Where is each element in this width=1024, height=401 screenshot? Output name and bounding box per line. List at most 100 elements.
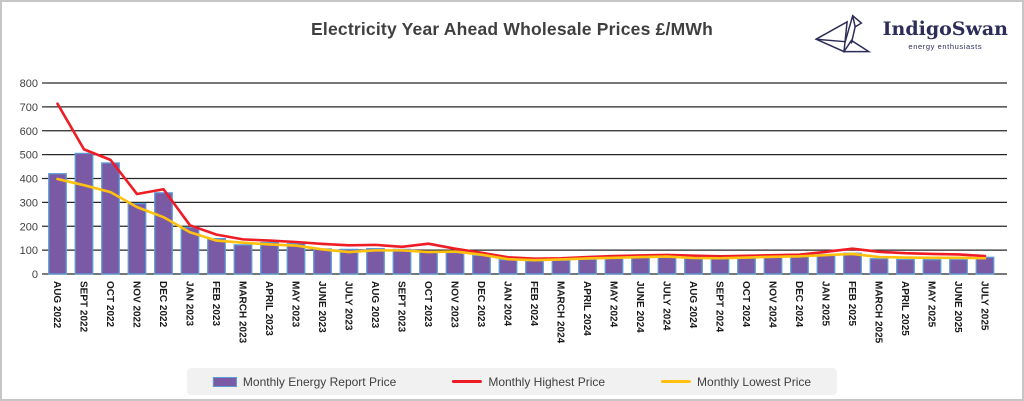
x-axis-label: JUNE 2023 (316, 281, 327, 333)
x-axis-label: MARCH 2024 (554, 281, 565, 344)
x-axis-label: MAY 2023 (289, 281, 300, 328)
bar-monthly-energy-report-price (48, 173, 67, 275)
x-axis-label: MARCH 2023 (236, 281, 247, 344)
y-axis-label: 100 (20, 245, 38, 257)
y-axis-label: 0 (32, 269, 38, 281)
chart-legend: Monthly Energy Report Price Monthly High… (186, 368, 838, 395)
logo-text: IndigoSwan energy enthusiasts (882, 18, 1008, 51)
x-axis-label: NOV 2023 (448, 281, 459, 328)
y-axis-label: 500 (20, 150, 38, 162)
x-axis-label: APRIL 2023 (263, 281, 274, 336)
x-axis-label: MARCH 2025 (872, 281, 883, 344)
brand-tagline: energy enthusiasts (908, 41, 983, 51)
bar-monthly-energy-report-price (445, 251, 465, 275)
bar-monthly-energy-report-price (233, 244, 253, 275)
x-axis-label: FEB 2023 (210, 281, 221, 326)
bar-monthly-energy-report-price (816, 253, 836, 275)
legend-item-lowest-price: Monthly Lowest Price (661, 375, 811, 389)
x-axis-label: MAY 2024 (607, 281, 618, 328)
y-axis-label: 400 (20, 174, 38, 186)
bar-monthly-energy-report-price (207, 238, 226, 275)
bar-monthly-energy-report-price (366, 248, 385, 275)
bar-monthly-energy-report-price (392, 248, 412, 275)
legend-label: Monthly Energy Report Price (242, 374, 397, 389)
bar-monthly-energy-report-price (472, 254, 491, 275)
bar-monthly-energy-report-price (578, 258, 597, 275)
bar-monthly-energy-report-price (419, 250, 438, 275)
bar-monthly-energy-report-price (154, 192, 173, 275)
bar-monthly-energy-report-price (498, 259, 518, 275)
x-axis-label: SEPT 2023 (395, 281, 406, 333)
bar-monthly-energy-report-price (180, 226, 200, 275)
brand-name: IndigoSwan (882, 18, 1008, 41)
bar-monthly-energy-report-price (949, 258, 968, 275)
bar-monthly-energy-report-price (869, 258, 889, 275)
x-axis-label: JULY 2023 (342, 281, 353, 331)
bar-monthly-energy-report-price (975, 256, 995, 275)
x-axis-label: FEB 2025 (846, 281, 857, 326)
indigoswan-logo: IndigoSwan energy enthusiasts (813, 10, 1008, 61)
bar-monthly-energy-report-price (339, 248, 359, 275)
bar-monthly-energy-report-price (74, 152, 94, 275)
bar-monthly-energy-report-price (684, 256, 703, 275)
y-axis-label: 200 (20, 221, 38, 233)
y-axis-label: 300 (20, 197, 38, 209)
x-axis-label: DEC 2022 (157, 281, 168, 328)
bar-monthly-energy-report-price (763, 255, 783, 275)
x-axis-label: JUNE 2024 (634, 281, 645, 333)
bar-monthly-energy-report-price (631, 256, 650, 275)
line-monthly-lowest-price (56, 177, 987, 262)
bar-monthly-energy-report-price (790, 255, 809, 275)
origami-swan-icon (813, 10, 875, 61)
y-axis-label: 800 (20, 78, 38, 90)
legend-swatch-bar (212, 376, 237, 387)
x-axis-label: FEB 2024 (528, 281, 539, 326)
legend-swatch-lowest-line (661, 380, 692, 383)
y-axis-label: 600 (20, 126, 38, 138)
bar-monthly-energy-report-price (286, 243, 306, 275)
bar-monthly-energy-report-price (551, 259, 571, 275)
bar-monthly-energy-report-price (657, 255, 677, 275)
x-axis-label: NOV 2022 (130, 281, 141, 328)
x-axis-label: JULY 2024 (660, 281, 671, 331)
x-axis-label: JULY 2025 (978, 281, 989, 331)
bar-monthly-energy-report-price (710, 257, 730, 275)
x-axis-label: JAN 2023 (183, 281, 194, 326)
x-axis-label: JUNE 2025 (952, 281, 963, 333)
x-axis-label: APRIL 2025 (899, 281, 910, 336)
x-axis-label: AUG 2024 (687, 281, 698, 329)
x-axis-label: DEC 2024 (793, 281, 804, 328)
legend-item-highest-price: Monthly Highest Price (452, 375, 605, 389)
bar-monthly-energy-report-price (922, 259, 942, 275)
x-axis-label: NOV 2024 (766, 281, 777, 328)
bar-monthly-energy-report-price (843, 252, 862, 275)
bar-monthly-energy-report-price (525, 260, 544, 275)
bar-monthly-energy-report-price (604, 257, 624, 275)
bar-monthly-energy-report-price (737, 256, 756, 275)
x-axis-label: SEPT 2022 (77, 281, 88, 333)
bar-monthly-energy-report-price (260, 241, 279, 275)
x-axis-label: MAY 2025 (925, 281, 936, 328)
bar-monthly-energy-report-price (101, 162, 120, 275)
legend-swatch-highest-line (452, 380, 483, 383)
x-axis-label: DEC 2023 (475, 281, 486, 328)
x-axis-label: SEPT 2024 (713, 281, 724, 333)
legend-item-energy-report-price: Monthly Energy Report Price (212, 374, 397, 389)
x-axis-label: OCT 2022 (104, 281, 115, 328)
y-axis-label: 700 (20, 102, 38, 114)
bar-monthly-energy-report-price (313, 248, 332, 275)
x-axis-label: AUG 2022 (51, 281, 62, 329)
x-axis-label: JAN 2025 (819, 281, 830, 326)
x-axis-label: OCT 2023 (422, 281, 433, 328)
x-axis-label: OCT 2024 (740, 281, 751, 328)
legend-label: Monthly Lowest Price (697, 374, 812, 389)
line-monthly-highest-price (56, 102, 987, 261)
bar-monthly-energy-report-price (127, 202, 147, 275)
x-axis-label: AUG 2023 (369, 281, 380, 329)
x-axis-label: APRIL 2024 (581, 281, 592, 336)
chart-title: Electricity Year Ahead Wholesale Prices … (311, 19, 713, 39)
legend-label: Monthly Highest Price (488, 374, 606, 389)
x-axis-label: JAN 2024 (501, 281, 512, 326)
